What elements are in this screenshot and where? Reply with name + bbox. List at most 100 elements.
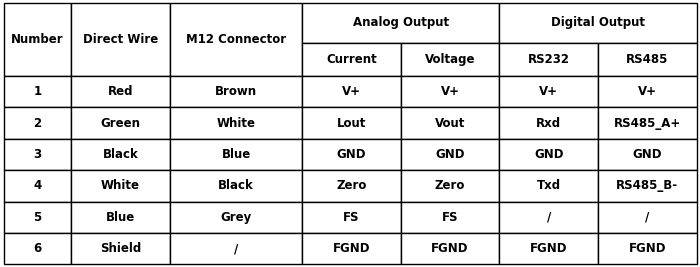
Text: Analog Output: Analog Output	[353, 17, 449, 29]
Bar	[4, 202, 71, 233]
Bar	[598, 202, 696, 233]
Bar	[401, 139, 499, 170]
Bar	[401, 233, 499, 264]
Text: Black: Black	[218, 179, 254, 192]
Bar	[170, 202, 302, 233]
Text: Number: Number	[11, 33, 64, 46]
Bar	[499, 170, 598, 202]
Text: GND: GND	[435, 148, 465, 161]
Text: GND: GND	[633, 148, 662, 161]
Bar	[499, 233, 598, 264]
Bar	[499, 76, 598, 107]
Bar	[4, 233, 71, 264]
Bar	[71, 233, 170, 264]
Text: /: /	[645, 211, 650, 224]
Text: 6: 6	[34, 242, 41, 255]
Bar	[598, 139, 696, 170]
Text: Blue: Blue	[106, 211, 135, 224]
Bar	[170, 3, 302, 76]
Bar	[499, 202, 598, 233]
Text: 1: 1	[34, 85, 41, 98]
Text: Blue: Blue	[221, 148, 251, 161]
Text: V+: V+	[638, 85, 657, 98]
Bar	[302, 43, 401, 76]
Bar	[71, 170, 170, 202]
Bar	[302, 139, 401, 170]
Text: Zero: Zero	[435, 179, 466, 192]
Bar	[71, 202, 170, 233]
Bar	[598, 76, 696, 107]
Text: 5: 5	[34, 211, 41, 224]
Bar	[71, 3, 170, 76]
Text: Current: Current	[326, 53, 377, 66]
Bar	[71, 139, 170, 170]
Bar	[499, 107, 598, 139]
Text: FS: FS	[343, 211, 360, 224]
Text: Txd: Txd	[537, 179, 561, 192]
Text: Green: Green	[101, 116, 141, 129]
Text: FGND: FGND	[530, 242, 568, 255]
Bar	[598, 107, 696, 139]
Text: Vout: Vout	[435, 116, 466, 129]
Bar	[71, 76, 170, 107]
Bar	[4, 3, 71, 76]
Bar	[71, 107, 170, 139]
Text: 4: 4	[34, 179, 41, 192]
Text: Direct Wire: Direct Wire	[83, 33, 158, 46]
Text: RS485_B-: RS485_B-	[616, 179, 678, 192]
Text: Grey: Grey	[220, 211, 252, 224]
Text: 2: 2	[34, 116, 41, 129]
Bar	[4, 139, 71, 170]
Bar	[401, 170, 499, 202]
Bar	[302, 76, 401, 107]
Text: Shield: Shield	[100, 242, 141, 255]
Text: Brown: Brown	[215, 85, 257, 98]
Bar	[598, 170, 696, 202]
Bar	[401, 76, 499, 107]
Text: Red: Red	[108, 85, 133, 98]
Bar	[499, 139, 598, 170]
Bar	[401, 43, 499, 76]
Text: Zero: Zero	[337, 179, 367, 192]
Text: FGND: FGND	[332, 242, 370, 255]
Text: Voltage: Voltage	[425, 53, 475, 66]
Bar	[4, 76, 71, 107]
Text: Digital Output: Digital Output	[551, 17, 645, 29]
Bar	[598, 233, 696, 264]
Text: GND: GND	[337, 148, 366, 161]
Text: RS232: RS232	[528, 53, 570, 66]
Text: FS: FS	[442, 211, 458, 224]
Text: White: White	[101, 179, 140, 192]
Bar	[401, 107, 499, 139]
Text: V+: V+	[342, 85, 361, 98]
Bar	[302, 3, 499, 43]
Bar	[4, 107, 71, 139]
Text: RS485: RS485	[626, 53, 668, 66]
Text: V+: V+	[539, 85, 558, 98]
Bar	[170, 233, 302, 264]
Text: GND: GND	[534, 148, 564, 161]
Bar	[170, 107, 302, 139]
Bar	[170, 139, 302, 170]
Text: M12 Connector: M12 Connector	[186, 33, 286, 46]
Bar	[170, 170, 302, 202]
Text: V+: V+	[440, 85, 460, 98]
Bar	[302, 170, 401, 202]
Bar	[170, 76, 302, 107]
Text: /: /	[234, 242, 238, 255]
Text: FGND: FGND	[431, 242, 469, 255]
Bar	[598, 43, 696, 76]
Text: Rxd: Rxd	[536, 116, 561, 129]
Bar	[499, 3, 696, 43]
Text: Black: Black	[103, 148, 139, 161]
Text: RS485_A+: RS485_A+	[614, 116, 681, 129]
Text: Lout: Lout	[337, 116, 366, 129]
Text: FGND: FGND	[629, 242, 666, 255]
Bar	[499, 43, 598, 76]
Bar	[4, 170, 71, 202]
Bar	[302, 202, 401, 233]
Text: White: White	[216, 116, 256, 129]
Bar	[302, 233, 401, 264]
Bar	[401, 202, 499, 233]
Bar	[302, 107, 401, 139]
